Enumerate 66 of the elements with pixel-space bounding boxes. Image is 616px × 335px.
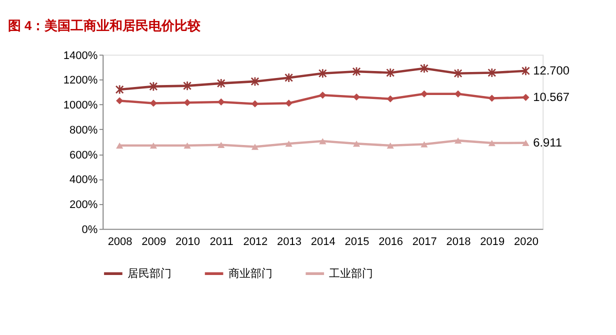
point — [184, 142, 191, 149]
y-tick-label: 0% — [82, 224, 98, 236]
point — [454, 68, 462, 78]
point — [250, 76, 260, 86]
x-tick-label: 2011 — [210, 236, 234, 248]
x-tick-label: 2010 — [176, 236, 200, 248]
point — [488, 140, 496, 146]
point — [115, 84, 124, 94]
y-tick-label: 1400% — [63, 50, 98, 62]
legend-label: 商业部门 — [228, 267, 272, 280]
data-label: 12.700 — [533, 64, 570, 78]
point — [488, 68, 496, 78]
x-tick-label: 2009 — [142, 236, 166, 248]
y-tick-label: 1200% — [63, 74, 98, 87]
point — [352, 140, 360, 147]
legend-label: 工业部门 — [329, 267, 374, 280]
point — [522, 66, 530, 76]
y-tick-label: 400% — [69, 174, 98, 186]
point — [319, 138, 326, 144]
point — [420, 141, 428, 148]
x-tick-label: 2012 — [243, 236, 268, 248]
y-tick-label: 200% — [69, 199, 98, 212]
x-tick-label: 2015 — [344, 236, 370, 248]
x-tick-label: 2018 — [446, 236, 471, 248]
point — [319, 92, 326, 99]
point — [454, 90, 462, 98]
point — [183, 80, 192, 91]
point — [218, 142, 225, 148]
point — [285, 100, 292, 107]
point — [318, 68, 327, 78]
point — [454, 137, 462, 144]
point — [386, 142, 394, 149]
point — [216, 78, 226, 88]
point — [150, 142, 157, 149]
point — [251, 100, 259, 108]
point — [150, 100, 157, 107]
x-tick-label: 2008 — [108, 236, 132, 248]
point — [386, 95, 394, 102]
chart-title: 图 4：美国工商业和居民电价比较 — [8, 18, 202, 33]
x-tick-label: 2019 — [480, 236, 505, 248]
point — [420, 90, 428, 98]
data-label: 6.911 — [533, 136, 562, 150]
point — [420, 63, 428, 74]
point — [284, 72, 294, 83]
x-tick-label: 2020 — [514, 236, 538, 248]
x-tick-label: 2016 — [378, 236, 404, 248]
point — [116, 142, 124, 149]
point — [522, 140, 530, 146]
legend-label: 居民部门 — [127, 267, 172, 280]
point — [184, 99, 191, 106]
point — [386, 68, 395, 78]
point — [218, 98, 225, 106]
point — [285, 140, 292, 147]
point — [251, 144, 259, 150]
x-tick-label: 2013 — [277, 236, 302, 248]
x-tick-label: 2014 — [310, 236, 336, 248]
y-tick-label: 600% — [69, 149, 98, 162]
y-tick-label: 800% — [69, 124, 98, 136]
point — [116, 97, 124, 104]
point — [352, 66, 361, 76]
x-tick-label: 2017 — [412, 236, 437, 248]
y-tick-label: 1000% — [63, 100, 98, 112]
data-label: 10.567 — [533, 90, 570, 104]
point — [149, 81, 158, 92]
point — [522, 94, 530, 101]
point — [488, 94, 496, 102]
